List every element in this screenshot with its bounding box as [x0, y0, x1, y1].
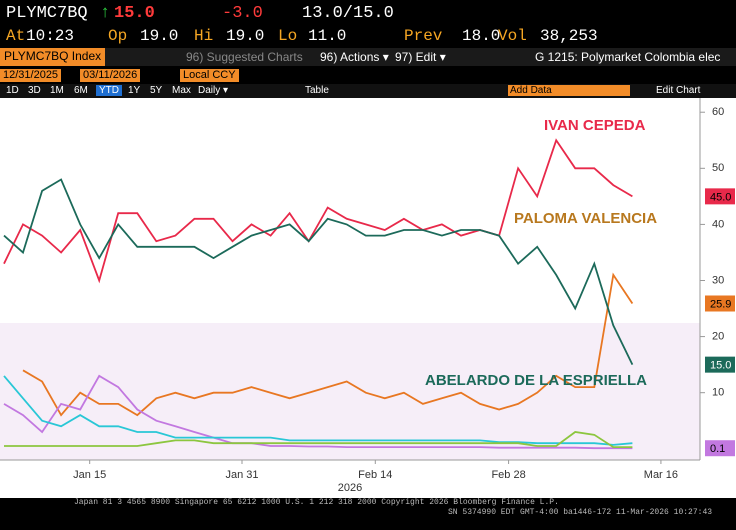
range-button[interactable]: 3D: [28, 85, 41, 96]
series-line: [22, 272, 634, 417]
y-tick-label: 30: [712, 274, 724, 286]
chart: 2026 10 20 30 40 50 60 Jan 15 Jan 31 Feb 14 Feb 2…: [0, 98, 736, 498]
series-line: [3, 375, 633, 446]
last-value-label: 45.0: [710, 191, 731, 203]
start-date[interactable]: 12/31/2025: [0, 69, 62, 82]
y-tick-label: 40: [712, 218, 724, 230]
last-value-badge: [705, 188, 735, 205]
x-tick-label: Jan 31: [225, 469, 258, 481]
footer: Japan 81 3 4565 8900 Singapore 65 6212 1…: [0, 498, 736, 530]
series-line: [3, 178, 634, 365]
toolbar: PLYMC7BQ Index 96) Suggested Charts 96) …: [0, 48, 736, 66]
x-tick-label: Mar 16: [644, 469, 678, 481]
quote-header: PLYMC7BQ ↑ 15.0 -3.0 13.0/15.0: [0, 2, 736, 26]
stat-label: Op: [108, 27, 128, 45]
last-value-badge: [705, 356, 735, 373]
last-value-badge: [705, 295, 735, 312]
y-tick-label: 10: [712, 387, 724, 399]
stat-value: 18.0: [462, 27, 501, 45]
series-line: [4, 431, 633, 448]
quote-stats: At 10:23 Op 19.0 Hi 19.0 Lo 11.0 Prev 18.0 Vol 38,2…: [0, 25, 736, 47]
y-tick-label: 60: [712, 106, 724, 118]
suggested-charts[interactable]: 96) Suggested Charts: [186, 50, 303, 64]
last-price: 15.0: [114, 4, 155, 23]
y-tick-label: 50: [712, 162, 724, 174]
x-tick-label: Feb 14: [358, 469, 392, 481]
edit-menu[interactable]: 97) Edit ▾: [395, 50, 446, 64]
x-axis-year: 2026: [338, 482, 362, 494]
range-button[interactable]: 5Y: [150, 85, 163, 96]
range-button[interactable]: Max: [172, 85, 191, 96]
stat-label: At: [6, 27, 26, 45]
highlight-band: [0, 323, 700, 460]
table-button[interactable]: Table: [305, 85, 329, 96]
range-button[interactable]: YTD: [96, 85, 122, 96]
series-name: PALOMA VALENCIA: [514, 210, 657, 227]
footer-session: SN 5374990 EDT GMT-4:00 ba1446-172 11-Ma…: [448, 508, 713, 517]
stat-value: 11.0: [308, 27, 347, 45]
range-button[interactable]: 1D: [6, 85, 19, 96]
net-change: -3.0: [222, 4, 263, 23]
x-tick-label: Jan 15: [73, 469, 106, 481]
frequency[interactable]: Daily ▾: [198, 85, 229, 96]
stat-label: Hi: [194, 27, 214, 45]
actions-menu[interactable]: 96) Actions ▾: [320, 50, 389, 64]
stat-value: 10:23: [26, 27, 75, 45]
security-field[interactable]: PLYMC7BQ Index: [0, 48, 106, 66]
edit-chart[interactable]: Edit Chart: [656, 85, 701, 96]
up-arrow: ↑: [100, 4, 111, 23]
series-line: [3, 374, 633, 450]
series-line: [3, 138, 633, 284]
stat-value: 19.0: [140, 27, 179, 45]
last-value-label: 15.0: [710, 360, 731, 372]
series-name: IVAN CEPEDA: [544, 117, 646, 134]
y-tick-label: 20: [712, 331, 724, 343]
range-button[interactable]: 6M: [74, 85, 88, 96]
last-value-label: 25.9: [710, 298, 731, 310]
date-bar: 12/31/2025 03/11/2026 Local CCY: [0, 68, 736, 83]
last-value-badge: [705, 440, 735, 457]
add-data[interactable]: Add Data: [508, 85, 630, 96]
stat-value: 38,253: [540, 27, 598, 45]
currency[interactable]: Local CCY: [180, 69, 239, 82]
last-value-label: 0.1: [710, 443, 725, 455]
range-bar: Daily ▾ Table Add Data Edit Chart 1D 3D 1M…: [0, 84, 736, 98]
bid-ask: 13.0/15.0: [302, 4, 394, 23]
ticker: PLYMC7BQ: [6, 4, 88, 23]
stat-label: Lo: [278, 27, 298, 45]
series-name: ABELARDO DE LA ESPRIELLA: [425, 372, 647, 389]
end-date[interactable]: 03/11/2026: [80, 69, 141, 82]
stat-value: 19.0: [226, 27, 265, 45]
footer-contacts: Japan 81 3 4565 8900 Singapore 65 6212 1…: [74, 498, 559, 507]
x-tick-label: Feb 28: [491, 469, 525, 481]
range-button[interactable]: 1M: [50, 85, 64, 96]
stat-label: Prev: [404, 27, 443, 45]
page-title: G 1215: Polymarket Colombia elec: [535, 50, 721, 64]
range-button[interactable]: 1Y: [128, 85, 141, 96]
stat-label: Vol: [498, 27, 527, 45]
